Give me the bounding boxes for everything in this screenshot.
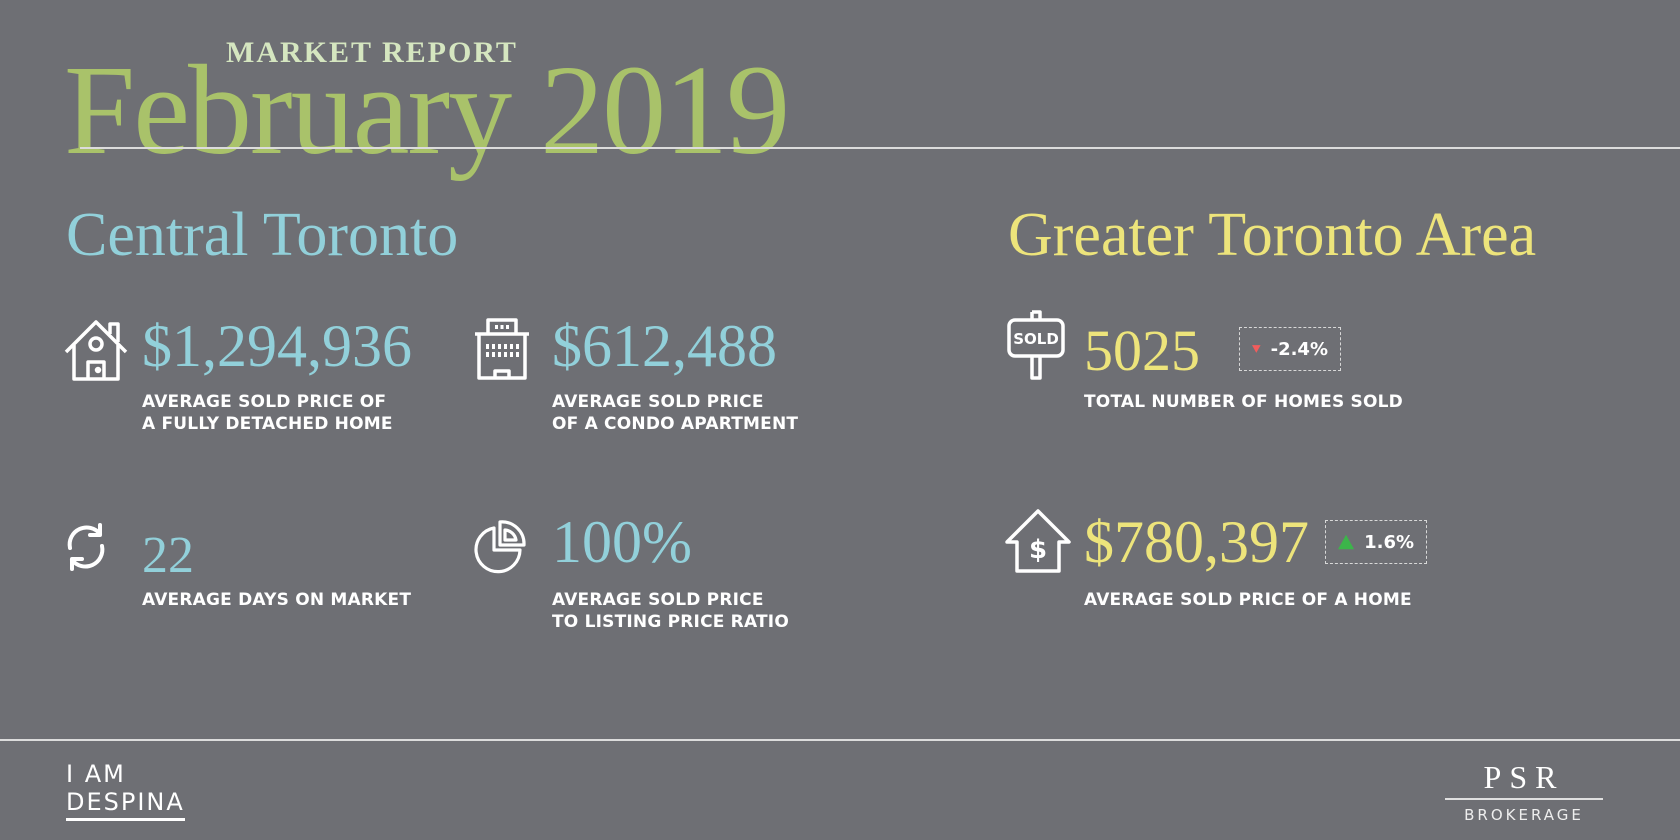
condo-building-icon (473, 318, 531, 380)
house-icon (62, 318, 130, 382)
metric-value-sale-to-list-ratio: 100% (552, 509, 692, 575)
label-line: A FULLY DETACHED HOME (142, 414, 393, 434)
label-line: TOTAL NUMBER OF HOMES SOLD (1084, 392, 1403, 412)
psr-brokerage-logo: PSR BROKERAGE (1445, 760, 1603, 824)
logo-sub: BROKERAGE (1464, 805, 1584, 824)
region-heading-central-toronto: Central Toronto (66, 201, 459, 269)
metric-label-homes-sold: TOTAL NUMBER OF HOMES SOLD (1084, 391, 1403, 413)
label-line: AVERAGE DAYS ON MARKET (142, 590, 412, 610)
metric-value-condo-price: $612,488 (552, 313, 777, 379)
metric-label-avg-home-price: AVERAGE SOLD PRICE OF A HOME (1084, 589, 1412, 611)
label-line: AVERAGE SOLD PRICE OF (142, 392, 387, 412)
label-line: TO LISTING PRICE RATIO (552, 612, 789, 632)
up-triangle-icon (1338, 534, 1355, 550)
logo-line: DESPINA (66, 788, 185, 821)
svg-text:$: $ (1029, 535, 1047, 565)
label-line: AVERAGE SOLD PRICE (552, 392, 764, 412)
metric-label-detached-price: AVERAGE SOLD PRICE OF A FULLY DETACHED H… (142, 391, 393, 435)
label-line: AVERAGE SOLD PRICE (552, 590, 764, 610)
change-badge-homes-sold: -2.4% (1239, 327, 1341, 371)
logo-main: PSR (1483, 759, 1565, 795)
refresh-cycle-icon (62, 522, 110, 572)
metric-value-avg-home-price: $780,397 (1084, 509, 1309, 575)
metric-value-detached-price: $1,294,936 (142, 313, 412, 379)
metric-value-days-on-market: 22 (142, 527, 194, 584)
region-heading-gta: Greater Toronto Area (1008, 201, 1537, 269)
footer-divider (0, 739, 1680, 741)
label-line: OF A CONDO APARTMENT (552, 414, 799, 434)
house-dollar-icon: $ (1003, 508, 1073, 574)
label-line: AVERAGE SOLD PRICE OF A HOME (1084, 590, 1412, 610)
metric-value-homes-sold: 5025 (1084, 318, 1200, 383)
logo-divider (1445, 798, 1603, 800)
change-value: 1.6% (1364, 531, 1414, 553)
despina-logo: I AM DESPINA (66, 760, 185, 821)
logo-line: I AM (66, 760, 126, 788)
down-triangle-icon (1252, 345, 1261, 353)
report-subtitle: MARKET REPORT (226, 36, 518, 69)
sold-sign-icon: SOLD (1006, 310, 1066, 380)
change-value: -2.4% (1270, 338, 1328, 360)
pie-chart-icon (472, 518, 528, 574)
svg-text:SOLD: SOLD (1013, 330, 1059, 348)
change-badge-avg-home-price: 1.6% (1325, 520, 1427, 564)
header-divider (80, 147, 1680, 149)
metric-label-sale-to-list-ratio: AVERAGE SOLD PRICE TO LISTING PRICE RATI… (552, 589, 789, 633)
metric-label-condo-price: AVERAGE SOLD PRICE OF A CONDO APARTMENT (552, 391, 798, 435)
report-title: February 2019 (64, 39, 790, 181)
metric-label-days-on-market: AVERAGE DAYS ON MARKET (142, 589, 411, 611)
